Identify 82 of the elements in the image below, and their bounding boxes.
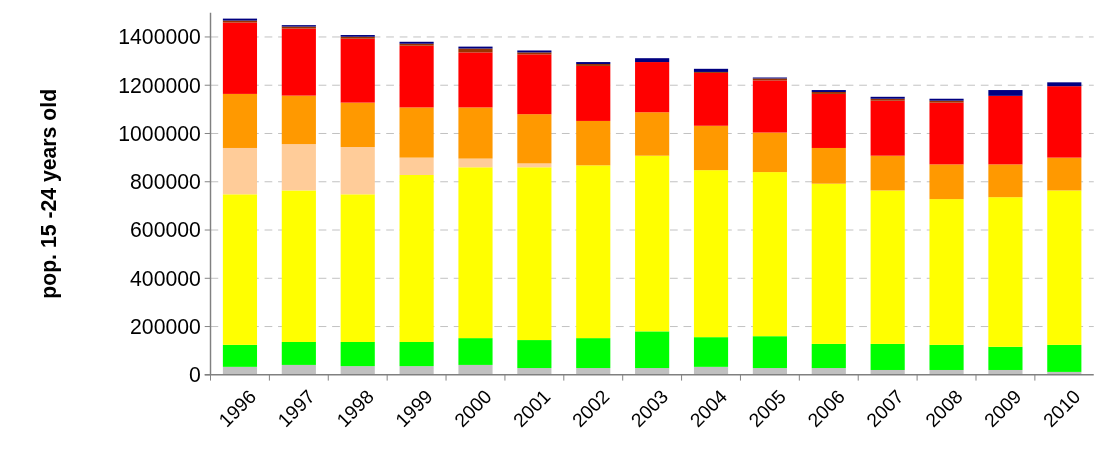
bar	[811, 183, 846, 344]
bar	[340, 147, 375, 195]
bar	[752, 336, 787, 369]
y-tick-label: 800000	[130, 170, 201, 194]
bar	[340, 194, 375, 342]
bar	[222, 194, 258, 345]
y-tick-label: 1200000	[118, 73, 201, 97]
bar	[517, 114, 552, 164]
bar	[752, 80, 787, 133]
bar	[988, 90, 1023, 96]
y-axis-title: pop. 15 -24 years old	[37, 88, 62, 299]
bar	[1047, 82, 1082, 87]
bar	[870, 100, 905, 156]
bar	[1047, 86, 1082, 158]
bar	[517, 167, 552, 341]
bar	[929, 344, 964, 370]
bar	[340, 102, 375, 147]
bar	[988, 95, 1023, 165]
bar	[635, 155, 670, 332]
bar	[576, 165, 611, 339]
bar	[458, 338, 493, 365]
bar	[870, 190, 905, 344]
bar	[281, 364, 316, 375]
bar	[458, 107, 493, 159]
bar	[399, 45, 434, 108]
bar	[988, 197, 1023, 347]
bar	[399, 175, 434, 342]
bar	[281, 144, 316, 191]
bar	[635, 331, 670, 369]
bar	[752, 172, 787, 337]
bar	[576, 338, 611, 369]
bar	[222, 344, 258, 367]
bar	[929, 102, 964, 165]
bar	[576, 65, 611, 121]
bar	[929, 164, 964, 200]
bar	[988, 164, 1023, 198]
bar	[281, 341, 316, 365]
bar	[811, 343, 846, 369]
bar	[693, 337, 729, 367]
bar	[222, 22, 258, 94]
bar	[458, 52, 493, 108]
y-tick-label: 1000000	[118, 121, 201, 145]
bar	[752, 132, 787, 173]
y-tick-label: 1400000	[118, 25, 201, 49]
y-tick-label: 600000	[130, 218, 201, 242]
bar	[281, 95, 316, 145]
bar	[281, 28, 316, 96]
bar	[340, 341, 375, 367]
y-tick-label: 400000	[130, 266, 201, 290]
bar	[340, 366, 375, 375]
bar	[517, 163, 552, 168]
bar	[988, 346, 1023, 370]
bar	[1047, 190, 1082, 345]
y-tick-label: 200000	[130, 314, 201, 338]
bar	[399, 341, 434, 367]
bar	[399, 157, 434, 175]
bar	[517, 340, 552, 369]
bar	[399, 107, 434, 158]
bar	[811, 93, 846, 148]
bar	[458, 158, 493, 168]
bar	[870, 155, 905, 191]
bar	[222, 93, 258, 148]
bar	[340, 38, 375, 103]
bar	[576, 120, 611, 166]
bar	[635, 58, 670, 63]
bar	[1047, 344, 1082, 372]
bar	[635, 62, 670, 113]
bar	[870, 343, 905, 370]
bar	[281, 190, 316, 342]
bar	[458, 167, 493, 339]
bar	[517, 54, 552, 115]
bar	[458, 364, 493, 375]
bar	[222, 147, 258, 195]
bar	[1047, 157, 1082, 191]
bar	[929, 199, 964, 345]
bar	[635, 112, 670, 156]
bar	[399, 366, 434, 375]
bar	[811, 147, 846, 184]
bar	[693, 170, 729, 338]
bar	[693, 125, 729, 171]
bar	[693, 72, 729, 126]
y-tick-label: 0	[189, 363, 201, 387]
